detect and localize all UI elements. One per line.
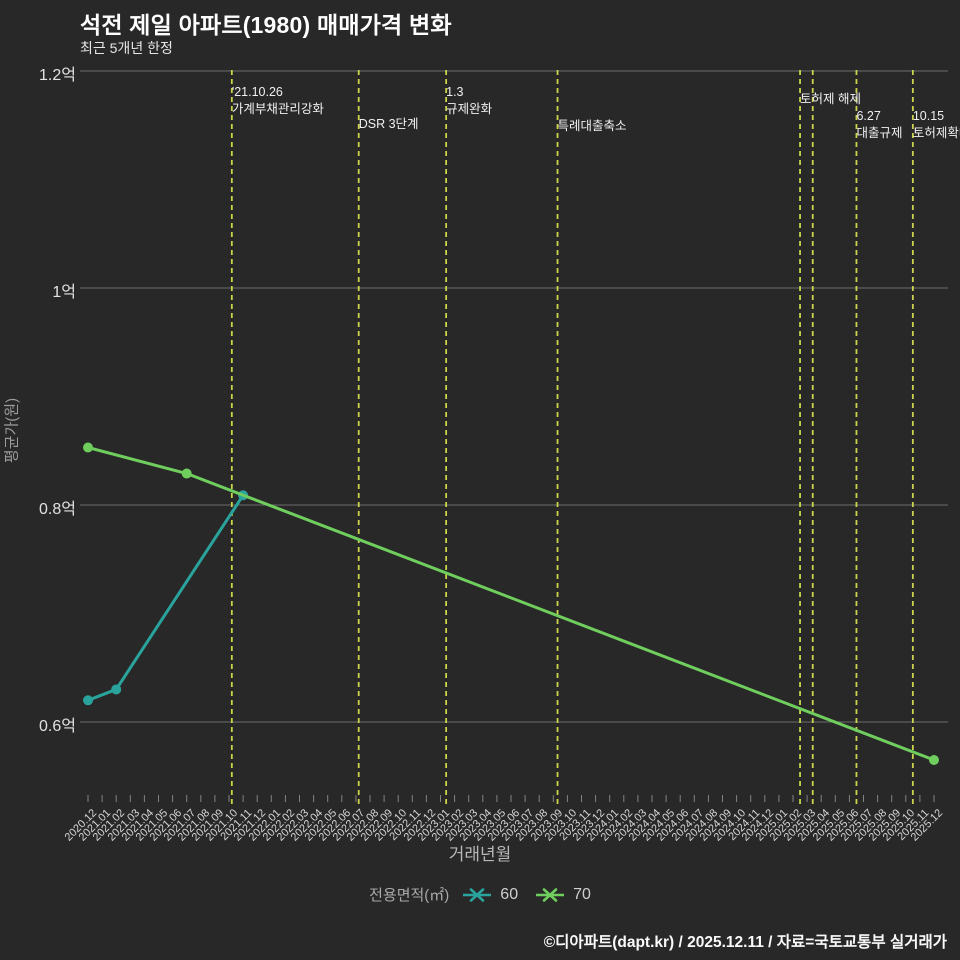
legend-line-marker-icon	[463, 887, 492, 902]
chart-subtitle: 최근 5개년 한정	[80, 40, 173, 56]
legend-item-60[interactable]: 60	[463, 886, 518, 904]
legend-line-marker-icon	[536, 887, 565, 902]
footer-credit: ©디아파트(dapt.kr) / 2025.12.11 / 자료=국토교통부 실…	[543, 934, 947, 951]
series-line-60	[86, 493, 245, 702]
data-point-70	[929, 754, 939, 765]
legend-items: 60 70	[463, 886, 591, 904]
page-title: 석전 제일 아파트(1980) 매매가격 변화	[80, 12, 452, 38]
legend: 전용면적(㎡) 60 70	[0, 884, 960, 905]
data-point-70	[181, 468, 192, 479]
legend-item-label: 70	[573, 885, 591, 903]
x-axis-title: 거래년월	[448, 845, 512, 864]
data-point-60	[111, 684, 122, 695]
y-axis-title: 평균가(원)	[3, 397, 21, 464]
series-line-70	[86, 445, 936, 762]
legend-title: 전용면적(㎡)	[369, 887, 450, 904]
y-tick-label: 0.6억	[39, 718, 76, 735]
data-point-70	[83, 442, 93, 453]
y-tick-label: 0.8억	[39, 501, 76, 518]
legend-item-70[interactable]: 70	[536, 886, 591, 904]
y-tick-label: 1억	[52, 284, 76, 301]
y-tick-label: 1.2억	[39, 67, 76, 84]
legend-item-label: 60	[500, 885, 519, 903]
data-point-60	[83, 695, 93, 706]
